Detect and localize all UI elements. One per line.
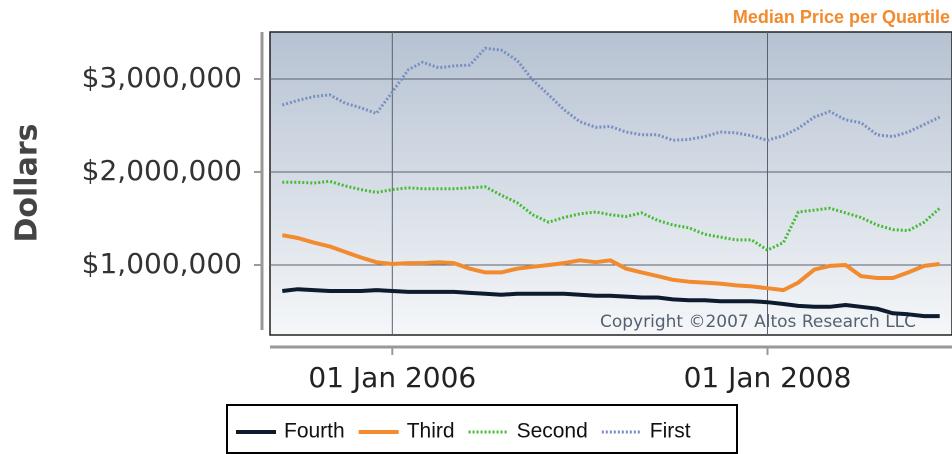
legend [226,404,738,454]
chart-title: Median Price per Quartile [733,7,950,27]
series-line [282,287,940,319]
series-line [281,46,941,142]
legend-label: First [650,420,691,443]
lines [281,46,941,319]
legend-label: Fourth [284,420,345,443]
legend-label: Second [517,420,588,443]
y-tick-label: $1,000,000 [82,247,242,280]
legend-label: Third [407,420,455,443]
x-tick-label: 01 Jan 2006 [308,361,476,394]
series-line [281,233,940,293]
plot-area [269,31,952,336]
copyright: Copyright ©2007 Altos Research LLC [600,312,916,332]
series-line [282,179,941,252]
y-tick-label: $3,000,000 [82,61,242,94]
y-axis-label: Dollars [10,124,45,243]
legend-items: Fourth Third Second First [236,420,691,443]
y-tick-label: $2,000,000 [82,154,242,187]
x-tick-label: 01 Jan 2008 [684,361,852,394]
